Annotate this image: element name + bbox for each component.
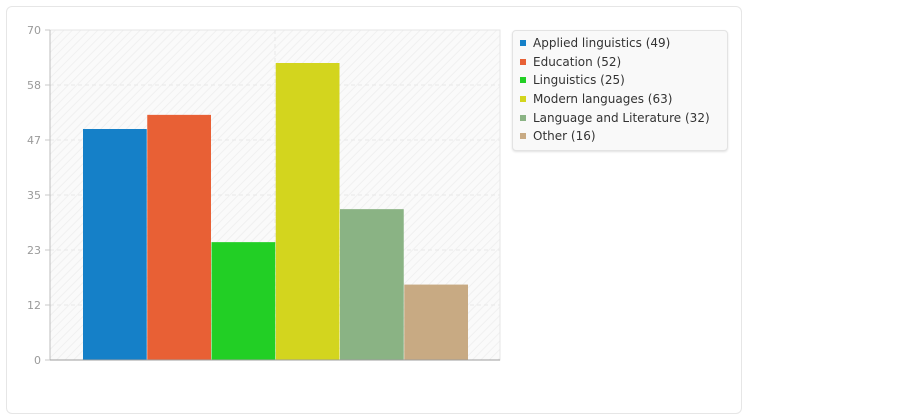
legend-label: Applied linguistics (49) bbox=[533, 36, 671, 51]
y-tick-label: 58 bbox=[27, 79, 41, 92]
bar-linguistics[interactable] bbox=[211, 242, 276, 360]
legend-item[interactable]: Education (52) bbox=[513, 53, 727, 72]
y-tick-label: 23 bbox=[27, 244, 41, 257]
legend-item[interactable]: Modern languages (63) bbox=[513, 90, 727, 109]
legend-swatch bbox=[520, 114, 526, 121]
legend-label: Language and Literature (32) bbox=[533, 110, 710, 125]
bar-language-and-literature[interactable] bbox=[340, 209, 404, 360]
bar-applied-linguistics[interactable] bbox=[83, 129, 147, 360]
bar-other[interactable] bbox=[404, 284, 468, 360]
y-tick-label: 70 bbox=[27, 24, 41, 37]
legend: Applied linguistics (49) Education (52) Li… bbox=[512, 30, 728, 151]
y-tick-label: 47 bbox=[27, 134, 41, 147]
y-tick-label: 35 bbox=[27, 189, 41, 202]
y-tick-labels: 0 12 23 35 47 58 70 bbox=[27, 24, 50, 367]
legend-swatch bbox=[520, 77, 526, 84]
legend-item[interactable]: Applied linguistics (49) bbox=[513, 34, 727, 53]
legend-swatch bbox=[520, 96, 526, 103]
y-tick-label: 0 bbox=[34, 354, 41, 367]
legend-label: Linguistics (25) bbox=[533, 73, 625, 88]
y-tick-label: 12 bbox=[27, 299, 41, 312]
bar-modern-languages[interactable] bbox=[275, 63, 340, 360]
legend-label: Education (52) bbox=[533, 54, 622, 69]
legend-label: Modern languages (63) bbox=[533, 92, 673, 107]
legend-item[interactable]: Linguistics (25) bbox=[513, 71, 727, 90]
legend-label: Other (16) bbox=[533, 129, 596, 144]
legend-item[interactable]: Language and Literature (32) bbox=[513, 108, 727, 127]
bar-education[interactable] bbox=[147, 114, 211, 360]
legend-swatch bbox=[520, 40, 526, 47]
legend-item[interactable]: Other (16) bbox=[513, 127, 727, 146]
legend-swatch bbox=[520, 58, 526, 65]
legend-swatch bbox=[520, 133, 526, 140]
bars bbox=[83, 63, 468, 360]
